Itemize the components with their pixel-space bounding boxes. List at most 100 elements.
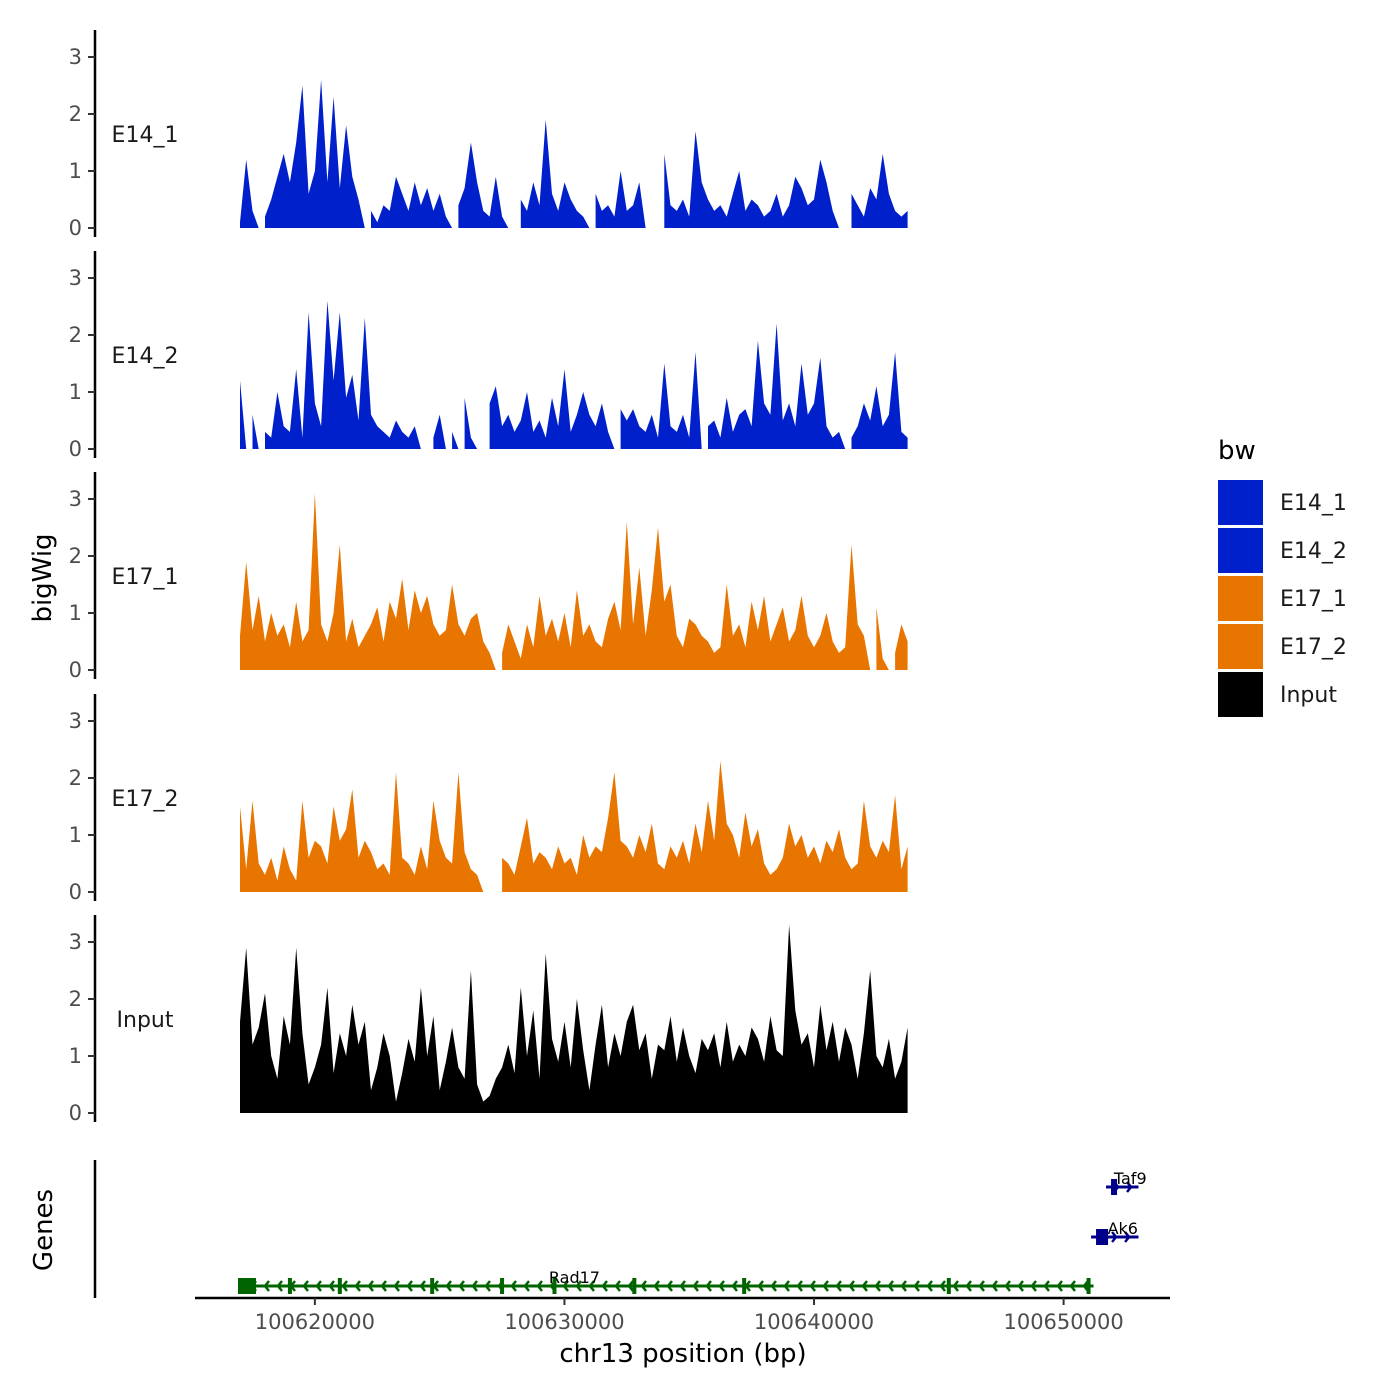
track-e17-2: 0 1 2 3 E17_2 [69, 694, 908, 904]
gene-rad17: Rad17 [238, 1268, 1094, 1294]
strand-chevron [471, 1280, 478, 1292]
area-e14-1 [240, 79, 908, 228]
strand-chevron [978, 1280, 985, 1292]
strand-chevron [1017, 1280, 1024, 1292]
y-tick-label: 2 [69, 323, 82, 347]
strand-chevron [627, 1280, 634, 1292]
gene-label: Rad17 [549, 1268, 600, 1287]
legend-swatch [1218, 576, 1263, 621]
strand-chevron [315, 1280, 322, 1292]
y-tick-label: 0 [69, 216, 82, 240]
y-tick-label: 1 [69, 1044, 82, 1068]
legend-label: E17_1 [1280, 587, 1347, 612]
strand-chevron [783, 1280, 790, 1292]
legend-label: E17_2 [1280, 635, 1347, 660]
x-axis-title: chr13 position (bp) [559, 1339, 806, 1369]
strand-chevron [419, 1280, 426, 1292]
strand-chevron [354, 1280, 361, 1292]
strand-chevron [848, 1280, 855, 1292]
x-axis: chr13 position (bp) 100620000 100630000 10… [195, 1296, 1170, 1369]
strand-chevron [679, 1280, 686, 1292]
legend: bw E14_1 E14_2 E17_1 E17_2 Input [1218, 436, 1347, 717]
gene-label: Taf9 [1113, 1169, 1147, 1188]
x-tick-label: 100640000 [754, 1310, 874, 1334]
strand-chevron [874, 1280, 881, 1292]
track-e14-1: 0 1 2 3 E14_1 [69, 30, 908, 240]
strand-chevron [965, 1280, 972, 1292]
legend-title: bw [1218, 436, 1256, 466]
gene-exon [287, 1278, 292, 1294]
strand-chevron [926, 1280, 933, 1292]
strand-chevron [393, 1280, 400, 1292]
strand-chevron [263, 1280, 270, 1292]
gene-exon [1096, 1229, 1109, 1245]
legend-label: E14_1 [1280, 491, 1347, 516]
track-panels: 0 1 2 3 E14_1 0 1 2 3 E14_2 0 1 2 3 E17_1 0 1 2 3 E17_2 0 1 2 3… [69, 30, 908, 1125]
strand-chevron [757, 1280, 764, 1292]
strand-chevron [406, 1280, 413, 1292]
legend-swatch [1218, 624, 1263, 669]
strand-chevron [601, 1280, 608, 1292]
y-tick-label: 0 [69, 658, 82, 682]
y-tick-label: 1 [69, 380, 82, 404]
legend-label: E14_2 [1280, 539, 1347, 564]
strand-chevron [887, 1280, 894, 1292]
y-tick-label: 3 [69, 45, 82, 69]
strand-chevron [562, 1280, 569, 1292]
y-tick-label: 3 [69, 930, 82, 954]
gene-exon [238, 1278, 256, 1294]
x-tick-label: 100630000 [504, 1310, 624, 1334]
y-axis-title: bigWig [28, 533, 58, 622]
strand-chevron [718, 1280, 725, 1292]
y-tick-label: 3 [69, 709, 82, 733]
legend-swatch [1218, 528, 1263, 573]
strand-chevron [1124, 1231, 1131, 1243]
strand-chevron [796, 1280, 803, 1292]
y-tick-label: 1 [69, 601, 82, 625]
strand-chevron [835, 1280, 842, 1292]
strand-chevron [341, 1280, 348, 1292]
strand-chevron [939, 1280, 946, 1292]
y-tick-label: 1 [69, 159, 82, 183]
x-tick-label: 100620000 [255, 1310, 375, 1334]
y-tick-label: 2 [69, 766, 82, 790]
legend-label: Input [1280, 683, 1337, 708]
track-e14-2: 0 1 2 3 E14_2 [69, 251, 908, 461]
gene-exon [742, 1278, 747, 1294]
strand-chevron [809, 1280, 816, 1292]
strand-chevron [666, 1280, 673, 1292]
strand-chevron [731, 1280, 738, 1292]
y-tick-label: 2 [69, 544, 82, 568]
strand-chevron [1126, 1181, 1133, 1193]
strand-chevron [575, 1280, 582, 1292]
strand-chevron [705, 1280, 712, 1292]
track-label: E14_2 [112, 344, 179, 369]
y-tick-label: 0 [69, 880, 82, 904]
track-label: Input [117, 1008, 174, 1033]
y-tick-label: 1 [69, 823, 82, 847]
strand-chevron [458, 1280, 465, 1292]
strand-chevron [640, 1280, 647, 1292]
area-e14-2 [240, 300, 908, 449]
strand-chevron [952, 1280, 959, 1292]
y-tick-label: 2 [69, 987, 82, 1011]
gene-label: Ak6 [1108, 1219, 1138, 1238]
strand-chevron [614, 1280, 621, 1292]
track-input: 0 1 2 3 Input [69, 915, 908, 1125]
gene-exon [430, 1278, 435, 1294]
area-e17-1 [240, 493, 908, 670]
strand-chevron [523, 1280, 530, 1292]
strand-chevron [536, 1280, 543, 1292]
strand-chevron [991, 1280, 998, 1292]
strand-chevron [1069, 1280, 1076, 1292]
strand-chevron [302, 1280, 309, 1292]
legend-swatch [1218, 480, 1263, 525]
strand-chevron [1111, 1231, 1118, 1243]
strand-chevron [1004, 1280, 1011, 1292]
area-e17-2 [240, 760, 908, 892]
gene-exon [500, 1278, 505, 1294]
gene-exon [946, 1278, 951, 1294]
strand-chevron [653, 1280, 660, 1292]
strand-chevron [367, 1280, 374, 1292]
strand-chevron [510, 1280, 517, 1292]
